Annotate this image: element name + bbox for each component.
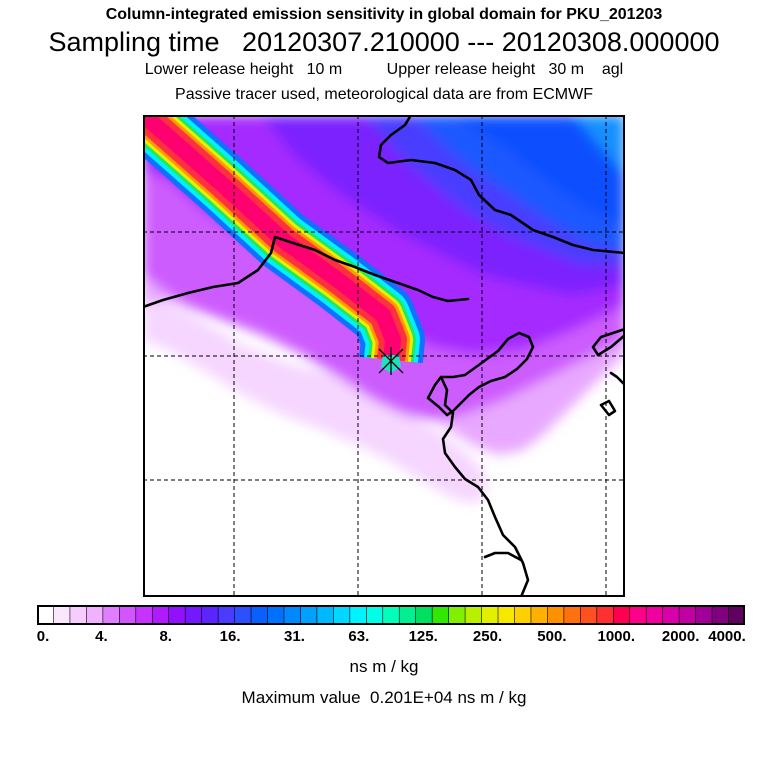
- colorbar-swatch: [613, 605, 631, 625]
- colorbar-swatch: [646, 605, 664, 625]
- colorbar-units: ns m / kg: [349, 657, 419, 676]
- colorbar-swatch: [448, 605, 466, 625]
- colorbar-swatch: [119, 605, 137, 625]
- coast-bohai: [426, 331, 535, 417]
- plume: [143, 115, 425, 373]
- map-canvas: [143, 115, 625, 597]
- colorbar-tick-label: 16.: [219, 628, 241, 645]
- colorbar-swatch: [728, 605, 746, 625]
- colorbar-tick-label: 31.: [284, 628, 305, 645]
- colorbar-swatch: [662, 605, 680, 625]
- coast-east: [439, 375, 530, 597]
- coast-korea: [591, 327, 625, 357]
- map-title: Column-integrated emission sensitivity i…: [105, 6, 663, 23]
- colorbar-swatch: [37, 605, 54, 625]
- colorbar-swatch: [135, 605, 153, 625]
- colorbar-swatch: [152, 605, 170, 625]
- colorbar-swatch: [399, 605, 417, 625]
- colorbar-swatch: [530, 605, 548, 625]
- colorbar-swatch: [547, 605, 565, 625]
- colorbar-swatch: [333, 605, 351, 625]
- release-site-star: [378, 347, 404, 375]
- coast-island-2: [599, 399, 617, 417]
- emission-sensitivity-map: [143, 115, 625, 597]
- coast-island-1: [609, 371, 625, 387]
- colorbar-tick-label: 2000.: [661, 628, 700, 645]
- colorbar-ticks: 0. 4. 8. 16. 31. 63. 125. 250. 500. 1000. 2000. 400…: [0, 628, 768, 648]
- colorbar-swatch: [563, 605, 581, 625]
- colorbar-swatch: [102, 605, 120, 625]
- colorbar-swatch: [168, 605, 186, 625]
- colorbar-swatch: [69, 605, 87, 625]
- colorbar-tick-label: 500.: [537, 628, 567, 645]
- colorbar-swatch: [596, 605, 614, 625]
- colorbar-tick-label: 4000.: [708, 628, 746, 645]
- colorbar-swatch: [695, 605, 713, 625]
- max-value: Maximum value 0.201E+04 ns m / kg: [241, 688, 527, 707]
- colorbar-tick-label: 63.: [348, 628, 370, 645]
- plume-core: [143, 115, 401, 361]
- colorbar-tick-label: 125.: [408, 628, 438, 645]
- colorbar-swatch: [382, 605, 400, 625]
- colorbar-tick-label: 1000.: [597, 628, 636, 645]
- colorbar-swatch: [86, 605, 104, 625]
- colorbar-swatch: [415, 605, 433, 625]
- colorbar-swatch: [629, 605, 647, 625]
- field-deep-blue: [453, 115, 625, 225]
- tracer-info: Passive tracer used, meteorological data…: [175, 86, 593, 103]
- colorbar-swatch: [498, 605, 515, 625]
- colorbar-swatch: [53, 605, 71, 625]
- colorbar-swatch: [432, 605, 450, 625]
- colorbar-swatch: [316, 605, 334, 625]
- border-north: [377, 115, 625, 255]
- colorbar-swatch: [465, 605, 483, 625]
- coastlines: [143, 115, 625, 597]
- colorbar-swatch: [349, 605, 367, 625]
- colorbar-tick-label: 4.: [95, 628, 108, 645]
- colorbar-tick-label: 250.: [472, 628, 503, 645]
- colorbar-swatch: [580, 605, 598, 625]
- colorbar-swatch: [679, 605, 697, 625]
- colorbar-swatch: [514, 605, 532, 625]
- sampling-time: Sampling time 20120307.210000 --- 201203…: [48, 27, 720, 57]
- colorbar-swatch: [300, 605, 318, 625]
- colorbar-swatch: [234, 605, 252, 625]
- colorbar-swatch: [481, 605, 499, 625]
- field-sky-blue: [573, 115, 625, 175]
- colorbar-tick-label: 8.: [159, 628, 172, 645]
- border-northwest: [143, 235, 470, 309]
- release-heights: Lower release height 10 m Upper release …: [144, 61, 624, 78]
- colorbar-swatch: [185, 605, 203, 625]
- colorbar: [37, 605, 746, 625]
- coast-east-2: [483, 551, 523, 562]
- map-frame: [143, 115, 625, 597]
- colorbar-swatch: [267, 605, 285, 625]
- colorbar-swatch: [712, 605, 730, 625]
- colorbar-swatch: [366, 605, 384, 625]
- colorbar-tick-label: 0.: [36, 628, 50, 645]
- field-light-pink: [143, 285, 488, 503]
- colorbar-swatch: [218, 605, 236, 625]
- colorbar-swatch: [201, 605, 219, 625]
- colorbar-swatch: [251, 605, 269, 625]
- colorbar-swatch: [283, 605, 301, 625]
- colorbar-svg: [37, 605, 746, 625]
- lat-lon-grid: [143, 115, 625, 597]
- colorbar-frame: [37, 605, 745, 625]
